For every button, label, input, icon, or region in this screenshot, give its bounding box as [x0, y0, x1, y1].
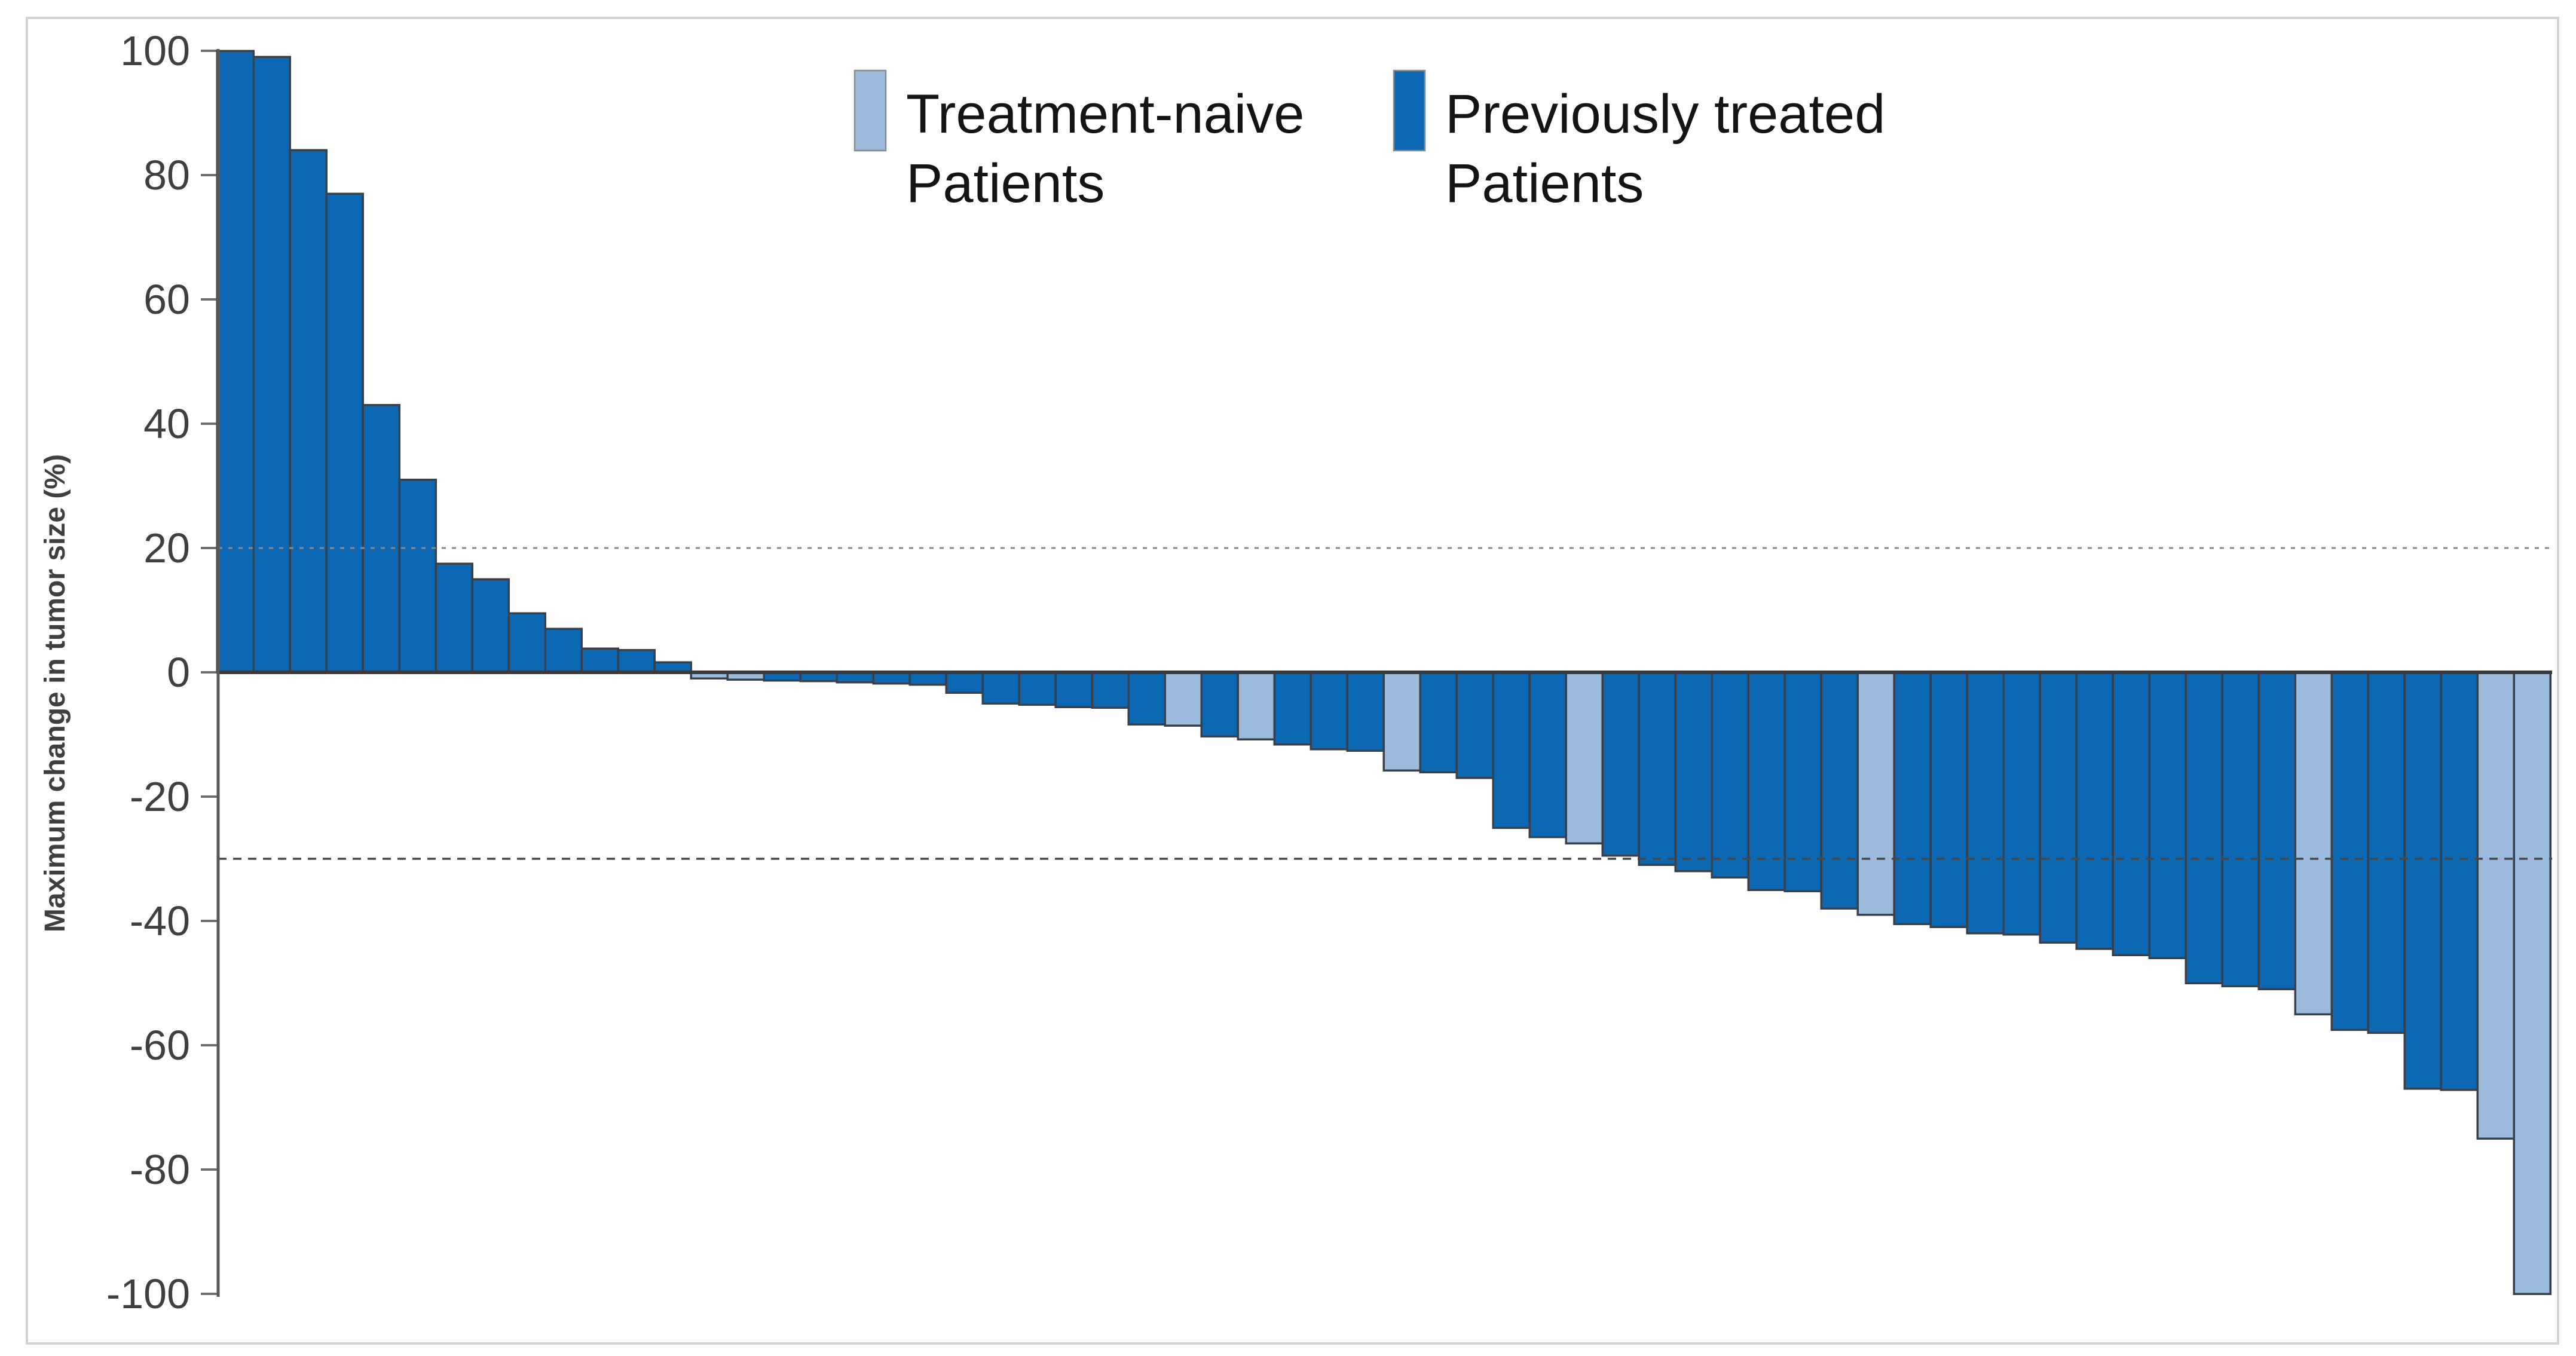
bar-patient-45 — [1820, 671, 1859, 910]
bar-patient-63 — [2476, 671, 2515, 1140]
bar-patient-28 — [1200, 671, 1239, 737]
bar-patient-51 — [2039, 671, 2078, 944]
bar-patient-1 — [216, 50, 255, 674]
legend: Treatment-naive Patients Previously trea… — [853, 69, 1885, 214]
y-tick-label: 20 — [143, 525, 190, 571]
bar-patient-61 — [2403, 671, 2442, 1090]
bar-patient-54 — [2148, 671, 2187, 960]
bar-patient-27 — [1164, 671, 1203, 727]
bar-patient-7 — [435, 562, 473, 674]
bar-patient-38 — [1565, 671, 1604, 844]
bars-group — [216, 50, 2551, 1295]
bar-patient-23 — [1018, 671, 1057, 706]
y-tick-label: -60 — [130, 1022, 190, 1069]
bar-patient-34 — [1419, 671, 1458, 774]
bar-patient-56 — [2221, 671, 2260, 987]
bar-patient-33 — [1382, 671, 1421, 772]
y-tick-label: 0 — [167, 649, 190, 696]
y-axis-title: Maximum change in tumor size (%) — [39, 454, 71, 932]
legend-label-previously-treated-line2: Patients — [1445, 153, 1644, 214]
bar-patient-43 — [1747, 671, 1786, 891]
bar-patient-29 — [1237, 671, 1275, 741]
y-axis-ticks — [201, 50, 218, 1295]
bar-patient-53 — [2112, 671, 2150, 956]
bar-patient-2 — [252, 56, 291, 674]
bar-patient-20 — [908, 671, 947, 686]
bar-patient-24 — [1054, 671, 1093, 708]
bar-patient-49 — [1966, 671, 2005, 935]
reference-lines-group — [218, 547, 2552, 860]
bar-patient-4 — [325, 192, 364, 674]
bar-patient-30 — [1273, 671, 1312, 746]
bar-patient-47 — [1893, 671, 1932, 925]
bar-patient-48 — [1929, 671, 1968, 929]
y-tick-label: -20 — [130, 773, 190, 820]
bar-patient-46 — [1856, 671, 1895, 916]
bar-patient-10 — [544, 628, 583, 674]
bar-patient-64 — [2513, 671, 2551, 1295]
bar-patient-8 — [471, 578, 510, 674]
bar-patient-25 — [1091, 671, 1130, 709]
bar-patient-5 — [362, 404, 400, 674]
y-tick-label: -80 — [130, 1146, 190, 1193]
y-tick-label: 100 — [120, 27, 190, 74]
y-tick-label: -100 — [106, 1271, 190, 1317]
bar-patient-40 — [1638, 671, 1676, 867]
bar-patient-60 — [2367, 671, 2406, 1034]
bar-patient-31 — [1310, 671, 1348, 751]
y-tick-label: -40 — [130, 898, 190, 944]
bar-patient-21 — [945, 671, 984, 694]
bar-patient-37 — [1528, 671, 1567, 838]
legend-label-treatment-naive-line1: Treatment-naive — [906, 84, 1304, 145]
bar-patient-12 — [617, 648, 656, 674]
bar-patient-35 — [1455, 671, 1494, 779]
bar-patient-36 — [1492, 671, 1531, 829]
bar-patient-6 — [398, 478, 437, 674]
legend-label-treatment-naive-line2: Patients — [906, 153, 1105, 214]
bar-patient-11 — [580, 647, 619, 674]
bar-patient-57 — [2257, 671, 2296, 991]
bar-patient-44 — [1783, 671, 1822, 892]
y-tick-label: 40 — [143, 400, 190, 447]
bar-patient-62 — [2440, 671, 2479, 1091]
bar-patient-39 — [1601, 671, 1640, 857]
y-tick-label: 80 — [143, 152, 190, 198]
legend-label-previously-treated-line1: Previously treated — [1445, 84, 1885, 145]
y-axis-tick-labels: 100 80 60 40 20 0 -20 -40 -60 -80 -100 — [106, 27, 190, 1317]
bar-patient-9 — [507, 612, 546, 674]
bar-patient-22 — [981, 671, 1020, 705]
y-tick-label: 60 — [143, 276, 190, 323]
legend-swatch-treatment-naive — [853, 69, 887, 152]
bar-patient-42 — [1711, 671, 1749, 879]
bar-patient-26 — [1127, 671, 1166, 726]
legend-swatch-previously-treated — [1393, 69, 1426, 152]
bar-patient-32 — [1346, 671, 1385, 752]
bar-patient-41 — [1674, 671, 1713, 873]
bar-patient-3 — [289, 149, 328, 674]
bar-patient-58 — [2294, 671, 2333, 1015]
bar-patient-52 — [2075, 671, 2114, 950]
bar-patient-59 — [2330, 671, 2369, 1031]
bar-patient-50 — [2002, 671, 2041, 936]
bar-patient-55 — [2185, 671, 2223, 984]
